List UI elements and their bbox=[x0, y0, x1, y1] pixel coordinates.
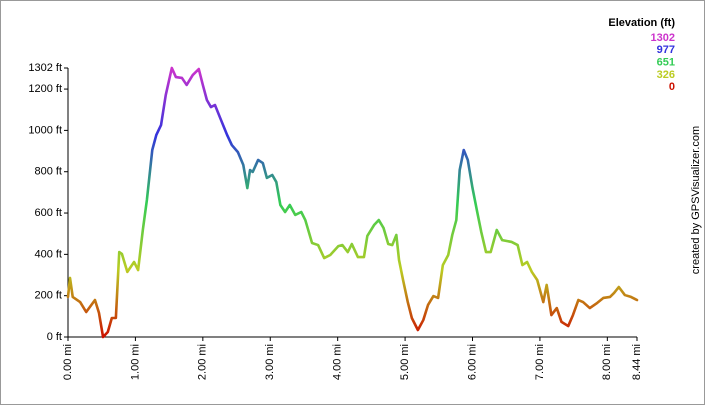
y-tick-label: 1000 ft bbox=[28, 124, 62, 136]
x-tick-label: 4.00 mi bbox=[332, 344, 344, 380]
x-tick-label: 3.00 mi bbox=[264, 344, 276, 380]
x-tick-label: 0.00 mi bbox=[62, 344, 74, 380]
legend-value: 0 bbox=[669, 81, 675, 93]
elevation-line bbox=[66, 66, 639, 339]
x-tick-label: 6.00 mi bbox=[466, 344, 478, 380]
y-tick-label: 400 ft bbox=[34, 248, 62, 260]
y-tick-label: 1302 ft bbox=[28, 62, 62, 74]
x-tick-label: 5.00 mi bbox=[399, 344, 411, 380]
legend-value: 326 bbox=[657, 69, 675, 81]
legend-title: Elevation (ft) bbox=[608, 17, 675, 29]
y-tick-label: 800 ft bbox=[34, 166, 62, 178]
y-tick-label: 600 ft bbox=[34, 207, 62, 219]
y-tick-label: 1200 ft bbox=[28, 83, 62, 95]
legend-value: 1302 bbox=[651, 32, 675, 44]
y-tick-label: 200 ft bbox=[34, 290, 62, 302]
x-tick-label: 8.44 mi bbox=[631, 344, 643, 380]
legend-value: 977 bbox=[657, 44, 675, 56]
x-tick-label: 2.00 mi bbox=[197, 344, 209, 380]
y-tick-label: 0 ft bbox=[47, 331, 62, 343]
x-tick-label: 7.00 mi bbox=[534, 344, 546, 380]
x-tick-label: 1.00 mi bbox=[129, 344, 141, 380]
legend-value: 651 bbox=[657, 57, 675, 69]
credit: created by GPSVisualizer.com bbox=[690, 126, 702, 274]
x-tick-label: 8.00 mi bbox=[601, 344, 613, 380]
